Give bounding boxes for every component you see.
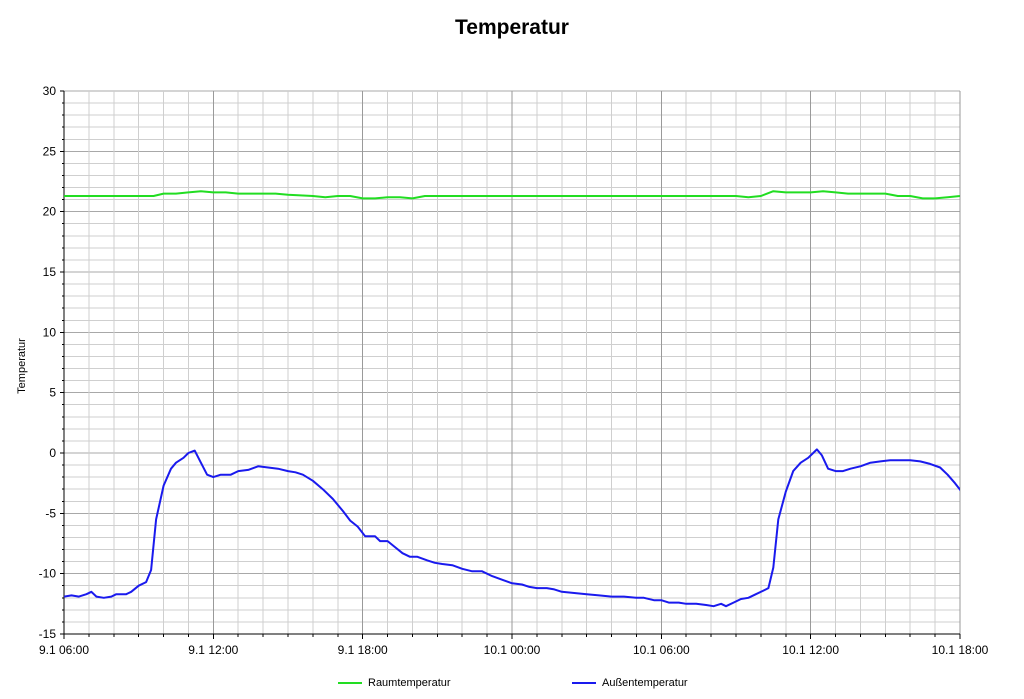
y-tick-label: -5 xyxy=(45,506,56,520)
x-tick-label: 9.1 06:00 xyxy=(39,643,89,657)
x-tick-label: 10.1 06:00 xyxy=(633,643,690,657)
tick-labels: 30 25 20 15 10 5 0 -5 -10 -15 9.1 06:00 9.1 12:00 9.… xyxy=(39,84,989,657)
x-tick-label: 10.1 12:00 xyxy=(782,643,839,657)
series-lines xyxy=(64,190,960,608)
legend: Raumtemperatur Außentemperatur xyxy=(0,677,1024,693)
y-tick-label: 0 xyxy=(49,446,56,460)
y-tick-label: -15 xyxy=(39,627,57,641)
chart-axes xyxy=(60,90,961,639)
y-tick-label: 5 xyxy=(49,386,56,400)
legend-item-raumtemperatur: Raumtemperatur xyxy=(338,677,451,689)
legend-swatch-raumtemperatur xyxy=(338,682,362,684)
series-line-raumtemperatur xyxy=(64,190,960,200)
y-tick-label: 30 xyxy=(43,84,57,98)
y-tick-label: -10 xyxy=(39,567,57,581)
y-tick-label: 20 xyxy=(43,205,57,219)
x-tick-label: 9.1 12:00 xyxy=(188,643,238,657)
y-tick-label: 10 xyxy=(43,325,57,339)
x-tick-label: 10.1 18:00 xyxy=(932,643,989,657)
legend-label-raumtemperatur: Raumtemperatur xyxy=(368,677,451,689)
series-line-aussentemperatur xyxy=(64,448,960,608)
legend-swatch-aussentemperatur xyxy=(572,682,596,684)
legend-label-aussentemperatur: Außentemperatur xyxy=(602,677,688,689)
y-tick-label: 15 xyxy=(43,265,57,279)
x-tick-label: 9.1 18:00 xyxy=(338,643,388,657)
x-tick-label: 10.1 00:00 xyxy=(484,643,541,657)
legend-item-aussentemperatur: Außentemperatur xyxy=(572,677,688,689)
chart-grid xyxy=(63,90,961,635)
y-tick-label: 25 xyxy=(43,144,57,158)
chart-title: Temperatur xyxy=(455,16,569,39)
